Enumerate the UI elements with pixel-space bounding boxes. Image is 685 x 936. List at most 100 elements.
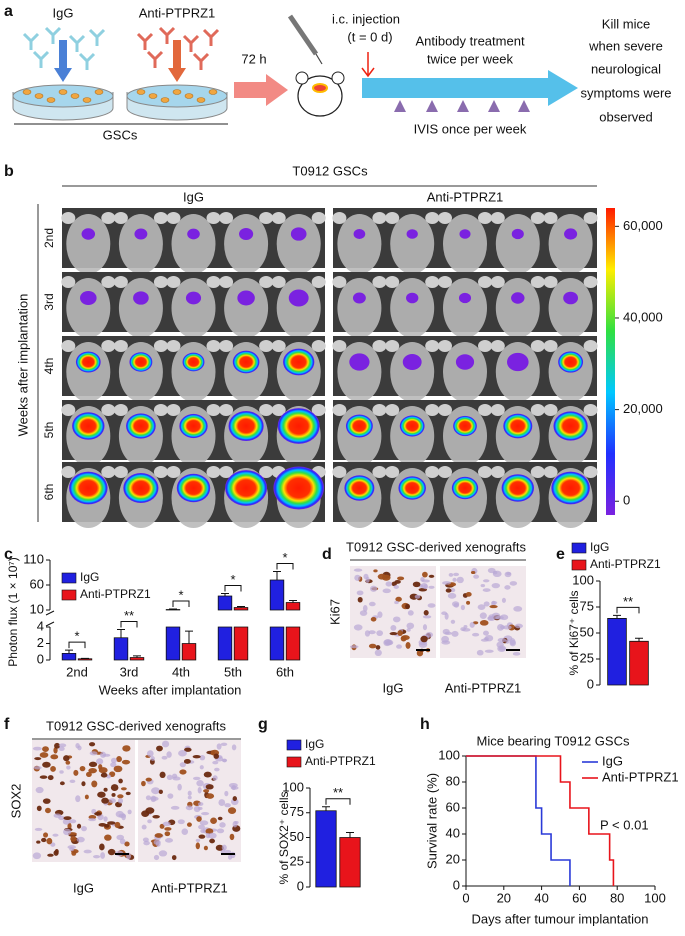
signal (406, 292, 419, 304)
imaging-ylabel: Weeks after implantation (15, 294, 30, 437)
y-axis-label: Survival rate (%) (424, 773, 439, 869)
nucleus (377, 573, 387, 580)
nucleus (43, 832, 49, 838)
nucleus (93, 854, 101, 859)
nucleus (195, 838, 201, 842)
nucleus (167, 793, 174, 799)
nucleus (145, 777, 152, 782)
nucleus (63, 755, 70, 762)
mouse-ear (372, 466, 387, 478)
y-axis-label: % of SOX2⁺ cells (277, 791, 291, 884)
mouse-head (118, 342, 163, 402)
nucleus (65, 760, 71, 765)
mouse-ear (153, 212, 168, 224)
nucleus (50, 766, 56, 772)
nucleus (368, 630, 376, 635)
nucleus (484, 649, 494, 653)
nucleus (50, 754, 59, 760)
mouse-head (390, 214, 435, 274)
row-label: 2nd (42, 228, 56, 248)
mouse-head (171, 342, 216, 402)
group-label: Anti-PTPRZ1 (427, 189, 504, 204)
nucleus (412, 581, 421, 588)
mouse-ear (530, 404, 545, 416)
signal (501, 474, 535, 502)
nucleus (53, 747, 58, 754)
mouse-ear (166, 404, 181, 416)
endpoint-label: when severe (588, 38, 663, 53)
mouse-ear (113, 466, 128, 478)
cell (160, 97, 170, 103)
nucleus (117, 794, 124, 799)
nucleus (427, 603, 436, 608)
mouse-ear (490, 276, 505, 288)
signal (123, 473, 159, 503)
nucleus (164, 831, 171, 837)
mouse-ear (206, 404, 221, 416)
antibody (68, 34, 86, 52)
nucleus (104, 834, 112, 841)
mouse-head (390, 342, 435, 402)
nucleus (422, 571, 428, 578)
nucleus (219, 822, 226, 828)
mouse-ear (490, 212, 505, 224)
mouse-ear (543, 276, 558, 288)
nucleus (100, 751, 107, 758)
bar (285, 602, 301, 661)
cell (148, 93, 158, 99)
mouse-head (390, 278, 435, 338)
nucleus (35, 786, 44, 794)
mouse-ear (219, 404, 234, 416)
nucleus (98, 767, 108, 774)
mouse-ear (113, 340, 128, 352)
antibody (22, 32, 40, 50)
error-bar (169, 608, 177, 610)
nucleus (203, 789, 210, 793)
nucleus (349, 645, 359, 649)
signal (399, 415, 425, 437)
row-label: 4th (42, 358, 56, 375)
nucleus (441, 635, 450, 643)
mouse-ear (61, 212, 76, 224)
nucleus (53, 813, 62, 818)
nucleus (373, 569, 378, 573)
nucleus (382, 588, 391, 594)
antibody (182, 34, 200, 52)
nucleus (121, 759, 131, 765)
nucleus (47, 853, 54, 857)
mouse-ear (425, 466, 440, 478)
mouse-ear (438, 466, 452, 478)
nucleus (406, 622, 415, 630)
nucleus (96, 758, 104, 765)
nucleus (118, 778, 123, 784)
antibody (202, 28, 220, 46)
mouse-ear (438, 340, 452, 352)
nucleus (121, 813, 126, 821)
nucleus (192, 776, 201, 781)
nucleus (88, 761, 98, 768)
nucleus (473, 574, 480, 579)
y-tick-label: 50 (580, 624, 594, 639)
nucleus (220, 742, 228, 747)
cell (196, 97, 206, 103)
y-axis-label: % of Ki67⁺ cells (567, 590, 581, 675)
nucleus (156, 745, 163, 752)
y-tick-label: 20 (446, 851, 460, 866)
mouse (297, 75, 343, 117)
mouse-head (495, 342, 540, 402)
y-tick-label: 100 (282, 779, 304, 794)
nucleus (229, 833, 235, 841)
nucleus (414, 594, 421, 599)
mouse-ear (206, 340, 221, 352)
mouse-ear (583, 340, 598, 352)
nucleus (89, 751, 98, 756)
nucleus (479, 612, 487, 619)
nucleus (428, 585, 435, 589)
nucleus (198, 824, 205, 830)
nucleus (154, 833, 163, 838)
mouse-ear (583, 466, 598, 478)
nucleus (512, 652, 521, 656)
signal (75, 351, 101, 373)
row-label: 6th (42, 484, 56, 501)
